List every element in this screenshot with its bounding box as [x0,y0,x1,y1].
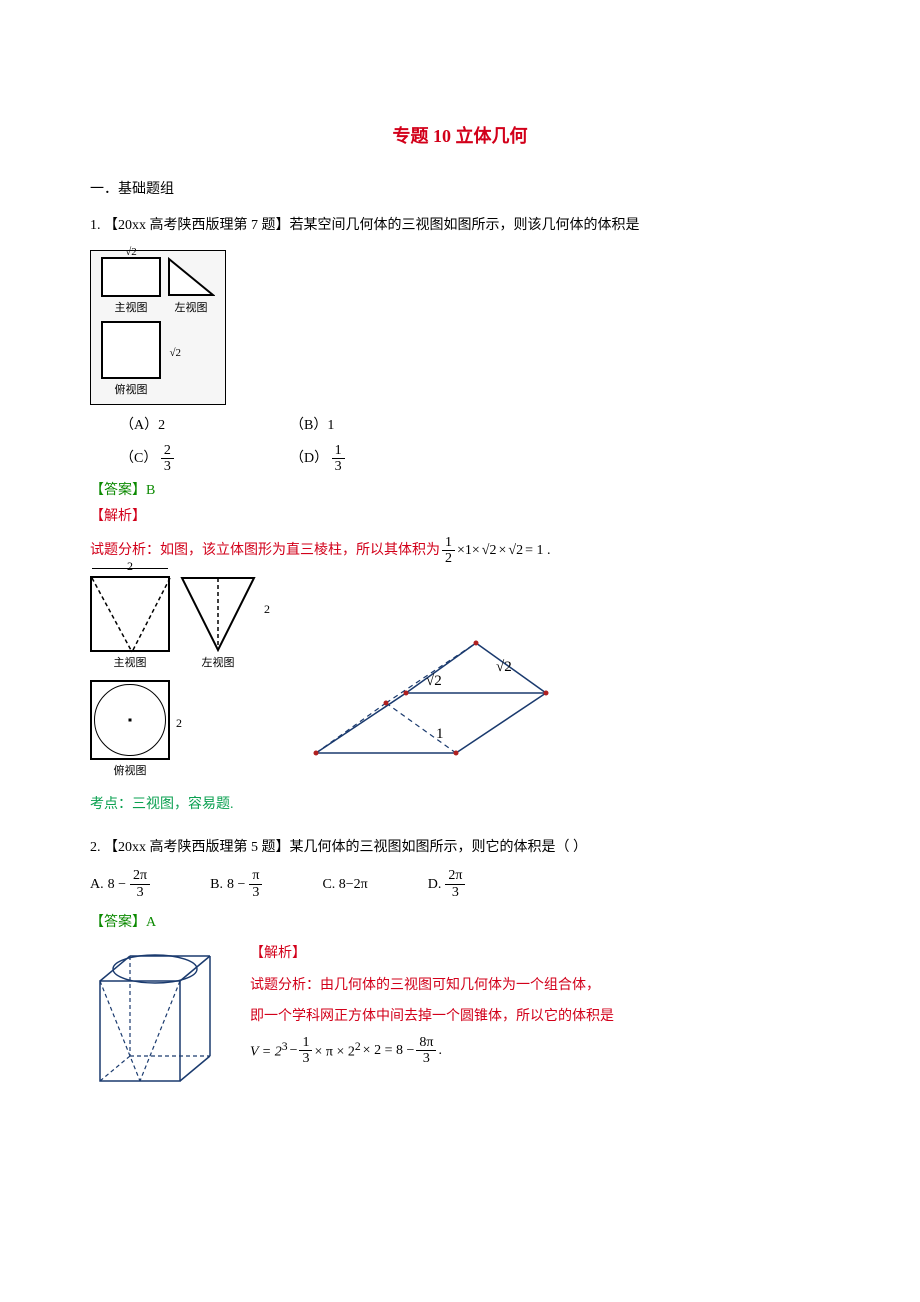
q2-solution-block: 【解析】 试题分析：由几何体的三视图可知几何体为一个组合体， 即一个学科网正方体… [90,941,830,1100]
q1-answer: 【答案】B [90,478,830,503]
q2-formula: V = 23 − 13 × π × 22 × 2 = 8 − 8π3 . [250,1035,830,1067]
q1-top-view: √2 [101,321,161,379]
q1-solution-figures: 2 主视图 2 左视图 [90,576,830,782]
q1-option-b: （B）1 [290,413,420,438]
main-view-label: 主视图 [101,299,161,319]
q1-option-d: （D） 13 [290,443,420,475]
q1-option-a: （A）2 [120,413,250,438]
q2-analysis-label: 【解析】 [250,941,830,966]
dim-top-sqrt2: √2 [103,243,159,263]
q2-option-d: D. 2π3 [428,868,466,900]
q2-option-b: B. 8 − π3 [210,868,262,900]
q1-left-view [167,257,215,297]
q1-three-views: √2 1 主视图 左视图 √2 俯视图 [90,250,226,406]
q2-stem: 2. 【20xx 高考陕西版理第 5 题】某几何体的三视图如图所示，则它的体积是… [90,835,830,860]
page-title: 专题 10 立体几何 [90,120,830,152]
sol-top-view: 2 [90,680,170,760]
q2-answer: 【答案】A [90,910,830,935]
q2-cube-figure [90,941,220,1100]
sol-main-view: 2 [90,576,170,652]
q2-option-a: A. 8 − 2π3 [90,868,150,900]
sol-left-view: 2 [180,576,256,652]
q1-options-row2: （C） 23 （D） 13 [120,443,830,475]
q2-options: A. 8 − 2π3 B. 8 − π3 C. 8−2π D. 2π3 [90,868,830,900]
q1-sol-three-views: 2 主视图 2 左视图 [90,576,256,782]
q1-option-c: （C） 23 [120,443,250,475]
q2-sol-line1: 试题分析：由几何体的三视图可知几何体为一个组合体， [250,973,830,998]
q1-analysis-text: 试题分析：如图，该立体图形为直三棱柱，所以其体积为 12 ×1× √2 × √2… [90,535,830,567]
q1-main-view: √2 1 [101,257,161,297]
q1-stem: 1. 【20xx 高考陕西版理第 7 题】若某空间几何体的三视图如图所示，则该几… [90,213,830,238]
section-header: 一．基础题组 [90,177,830,202]
q1-prism-3d: √2 √2 1 [296,623,556,782]
q2-sol-line2: 即一个学科网正方体中间去掉一个圆锥体，所以它的体积是 [250,1004,830,1029]
top-view-label: 俯视图 [101,381,161,401]
q1-exam-point: 考点：三视图，容易题. [90,792,830,817]
dim-sqrt2-side: √2 [169,344,181,364]
prism-label-sqrt2-a: √2 [426,673,442,689]
q1-analysis-label: 【解析】 [90,504,830,529]
sol-top-label: 俯视图 [90,762,170,782]
prism-label-sqrt2-b: √2 [496,659,512,675]
sol-left-label: 左视图 [180,654,256,674]
left-view-label: 左视图 [167,299,215,319]
prism-label-1: 1 [436,726,444,742]
q1-options-row1: （A）2 （B）1 [120,413,830,438]
q2-option-c: C. 8−2π [322,868,367,900]
sol-main-label: 主视图 [90,654,170,674]
